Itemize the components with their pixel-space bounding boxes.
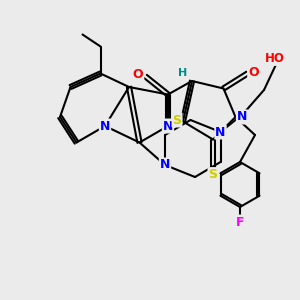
Text: N: N: [100, 119, 110, 133]
Text: N: N: [160, 158, 170, 172]
Text: HO: HO: [265, 52, 284, 65]
Text: N: N: [163, 119, 173, 133]
Text: N: N: [215, 125, 226, 139]
Text: N: N: [237, 110, 247, 124]
Text: O: O: [133, 68, 143, 82]
Text: S: S: [208, 168, 217, 181]
Text: F: F: [236, 215, 244, 229]
Text: O: O: [248, 65, 259, 79]
Text: S: S: [172, 113, 182, 127]
Text: H: H: [178, 68, 188, 79]
